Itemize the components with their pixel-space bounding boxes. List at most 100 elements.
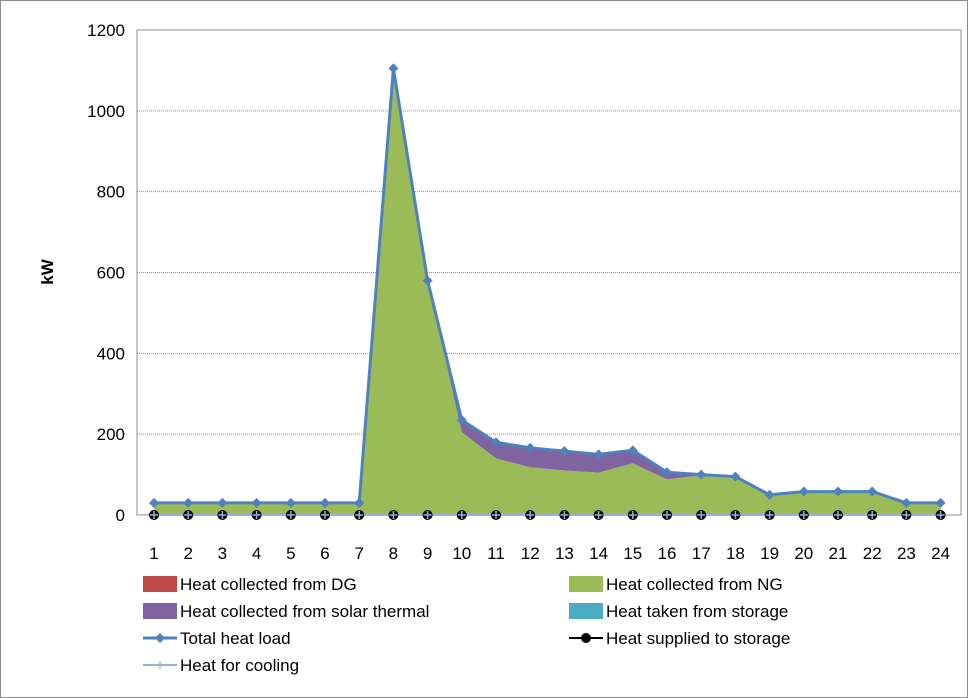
- x-tick-label: 24: [931, 544, 950, 563]
- y-tick-label: 1200: [87, 21, 125, 40]
- legend-swatch: [143, 661, 177, 669]
- x-tick-label: 16: [658, 544, 677, 563]
- x-tick-label: 7: [354, 544, 363, 563]
- y-axis-title: kW: [38, 258, 57, 284]
- marker-total-heat-load: [285, 497, 296, 508]
- legend-item-heat-collected-from-dg: Heat collected from DG: [143, 575, 357, 594]
- legend-item-heat-for-cooling: Heat for cooling: [143, 656, 299, 675]
- legend-swatch: [143, 576, 177, 592]
- y-tick-labels: 0 200 400 600 800 1000 1200: [87, 21, 125, 525]
- legend-swatch: [143, 633, 177, 643]
- x-tick-label: 3: [218, 544, 227, 563]
- marker-total-heat-load: [491, 437, 501, 448]
- marker-heat-for-cooling: [150, 511, 158, 519]
- legend-label: Heat collected from DG: [180, 575, 357, 594]
- x-tick-label: 4: [252, 544, 261, 563]
- marker-heat-for-cooling: [423, 511, 432, 519]
- x-tick-label: 15: [623, 544, 642, 563]
- marker-total-heat-load: [388, 63, 399, 74]
- x-tick-label: 10: [452, 544, 471, 563]
- marker-total-heat-load: [627, 445, 638, 456]
- marker-heat-for-cooling: [218, 511, 227, 519]
- marker-heat-for-cooling: [252, 511, 261, 519]
- legend-swatch: [569, 576, 603, 592]
- marker-total-heat-load: [149, 497, 159, 508]
- marker-total-heat-load: [183, 497, 194, 508]
- marker-total-heat-load: [730, 471, 741, 482]
- x-tick-label: 23: [897, 544, 916, 563]
- x-tick-label: 6: [320, 544, 329, 563]
- legend-item-heat-collected-from-solar-thermal: Heat collected from solar thermal: [143, 602, 429, 621]
- marker-total-heat-load: [798, 486, 809, 497]
- legend-label: Heat collected from NG: [606, 575, 783, 594]
- legend-item-heat-taken-from-storage: Heat taken from storage: [569, 602, 788, 621]
- x-tick-labels: 1 2 3 4 5 6 7 8 9 10 11 12 13 14 15 16 17 18 19 20 21 22 23 24: [149, 544, 950, 563]
- marker-total-heat-load: [456, 415, 467, 426]
- marker-total-heat-load: [525, 442, 536, 453]
- marker-total-heat-load: [593, 449, 604, 460]
- marker-heat-for-cooling: [355, 511, 364, 519]
- marker-heat-for-cooling: [560, 511, 569, 519]
- line-total-heat-load: [154, 66, 941, 505]
- marker-heat-for-cooling: [526, 511, 535, 519]
- marker-total-heat-load: [559, 446, 570, 457]
- marker-heat-for-cooling: [834, 511, 842, 519]
- y-tick-label: 0: [116, 506, 125, 525]
- marker-total-heat-load: [867, 486, 878, 497]
- marker-heat-for-cooling: [868, 511, 877, 519]
- marker-total-heat-load: [422, 275, 433, 286]
- legend-label: Heat for cooling: [180, 656, 299, 675]
- y-tick-label: 400: [97, 344, 125, 363]
- legend-item-heat-collected-from-ng: Heat collected from NG: [569, 575, 783, 594]
- y-tick-label: 200: [97, 425, 125, 444]
- grid-lines: [137, 29, 961, 435]
- marker-heat-for-cooling: [628, 511, 637, 519]
- marker-heat-for-cooling: [492, 511, 500, 519]
- x-tick-label: 12: [521, 544, 540, 563]
- y-tick-label: 600: [97, 264, 125, 283]
- legend-swatch: [569, 603, 603, 619]
- marker-total-heat-load: [251, 497, 262, 508]
- marker-heat-for-cooling: [663, 511, 671, 519]
- x-tick-label: 19: [760, 544, 779, 563]
- x-tick-label: 22: [863, 544, 882, 563]
- marker-heat-for-cooling: [321, 511, 329, 519]
- marker-total-heat-load: [696, 469, 707, 480]
- marker-heat-for-cooling: [731, 511, 740, 519]
- series-lines: [154, 66, 941, 516]
- marker-total-heat-load: [662, 467, 672, 478]
- x-tick-label: 17: [692, 544, 711, 563]
- y-tick-label: 800: [97, 183, 125, 202]
- x-tick-label: 5: [286, 544, 295, 563]
- marker-total-heat-load: [320, 497, 330, 508]
- legend-label: Total heat load: [180, 629, 291, 648]
- marker-heat-for-cooling: [799, 511, 808, 519]
- legend-label: Heat collected from solar thermal: [180, 602, 429, 621]
- x-tick-label: 2: [183, 544, 192, 563]
- marker-heat-for-cooling: [286, 511, 295, 519]
- marker-heat-for-cooling: [697, 511, 706, 519]
- legend-item-heat-supplied-to-storage: Heat supplied to storage: [569, 629, 790, 648]
- legend-swatch: [143, 603, 177, 619]
- x-tick-label: 9: [423, 544, 432, 563]
- y-tick-label: 1000: [87, 102, 125, 121]
- legend-label: Heat supplied to storage: [606, 629, 790, 648]
- x-tick-label: 1: [149, 544, 158, 563]
- marker-total-heat-load: [764, 489, 775, 500]
- marker-heat-for-cooling: [457, 511, 466, 519]
- legend-item-total-heat-load: Total heat load: [143, 629, 291, 648]
- x-tick-label: 11: [487, 544, 505, 563]
- marker-heat-for-cooling: [389, 511, 398, 519]
- x-tick-label: 8: [389, 544, 398, 563]
- x-tick-label: 21: [829, 544, 848, 563]
- marker-heat-for-cooling: [936, 511, 945, 519]
- legend: Heat collected from DG Heat collected fro…: [143, 575, 790, 675]
- legend-label: Heat taken from storage: [606, 602, 788, 621]
- marker-total-heat-load: [901, 497, 912, 508]
- series-markers: [149, 63, 946, 520]
- marker-heat-for-cooling: [184, 511, 193, 519]
- x-tick-label: 13: [555, 544, 574, 563]
- x-tick-label: 14: [589, 544, 608, 563]
